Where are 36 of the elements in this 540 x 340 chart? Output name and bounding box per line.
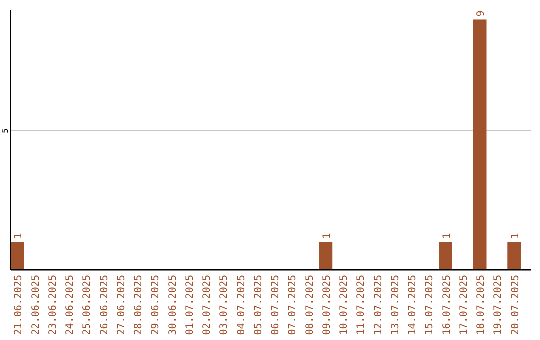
data-label: 1	[510, 233, 522, 240]
x-tick-label: 16.07.2025	[442, 275, 453, 336]
x-tick-label: 04.07.2025	[236, 275, 248, 336]
x-tick-label: 29.06.2025	[150, 275, 162, 336]
x-tick-label: 28.06.2025	[134, 275, 145, 336]
x-tick-label: 15.07.2025	[424, 275, 436, 336]
x-tick-label: 12.07.2025	[373, 275, 384, 336]
data-label: 1	[322, 233, 333, 240]
x-tick-label: 08.07.2025	[304, 275, 316, 336]
x-tick-label: 27.06.2025	[116, 275, 128, 336]
x-tick-label: 07.07.2025	[288, 275, 299, 336]
x-tick-label: 17.07.2025	[458, 275, 470, 336]
y-tick-label: 5	[1, 128, 10, 134]
x-tick-label: 03.07.2025	[219, 275, 230, 336]
x-tick-label: 25.06.2025	[82, 275, 94, 336]
x-tick-label: 13.07.2025	[390, 275, 402, 336]
x-tick-label: 26.06.2025	[99, 275, 110, 336]
x-tick-label: 24.06.2025	[65, 275, 76, 336]
x-tick-label: 21.06.2025	[14, 275, 25, 336]
x-tick-label: 10.07.2025	[339, 275, 350, 336]
x-tick-label: 01.07.2025	[184, 275, 196, 336]
x-tick-label: 19.07.2025	[493, 275, 504, 336]
x-tick-label: 09.07.2025	[322, 275, 333, 336]
data-label: 1	[442, 233, 453, 240]
data-label: 9	[476, 10, 488, 17]
x-tick-label: 18.07.2025	[476, 275, 488, 336]
x-tick-label: 11.07.2025	[356, 275, 368, 336]
x-tick-label: 30.06.2025	[168, 275, 179, 336]
x-tick-label: 22.06.2025	[30, 275, 42, 336]
x-tick-label: 05.07.2025	[253, 275, 264, 336]
x-tick-label: 02.07.2025	[202, 275, 214, 336]
data-label: 1	[14, 233, 25, 240]
x-tick-label: 23.06.2025	[48, 275, 59, 336]
x-tick-label: 14.07.2025	[408, 275, 419, 336]
x-tick-label: 06.07.2025	[270, 275, 282, 336]
x-tick-label: 20.07.2025	[510, 275, 522, 336]
